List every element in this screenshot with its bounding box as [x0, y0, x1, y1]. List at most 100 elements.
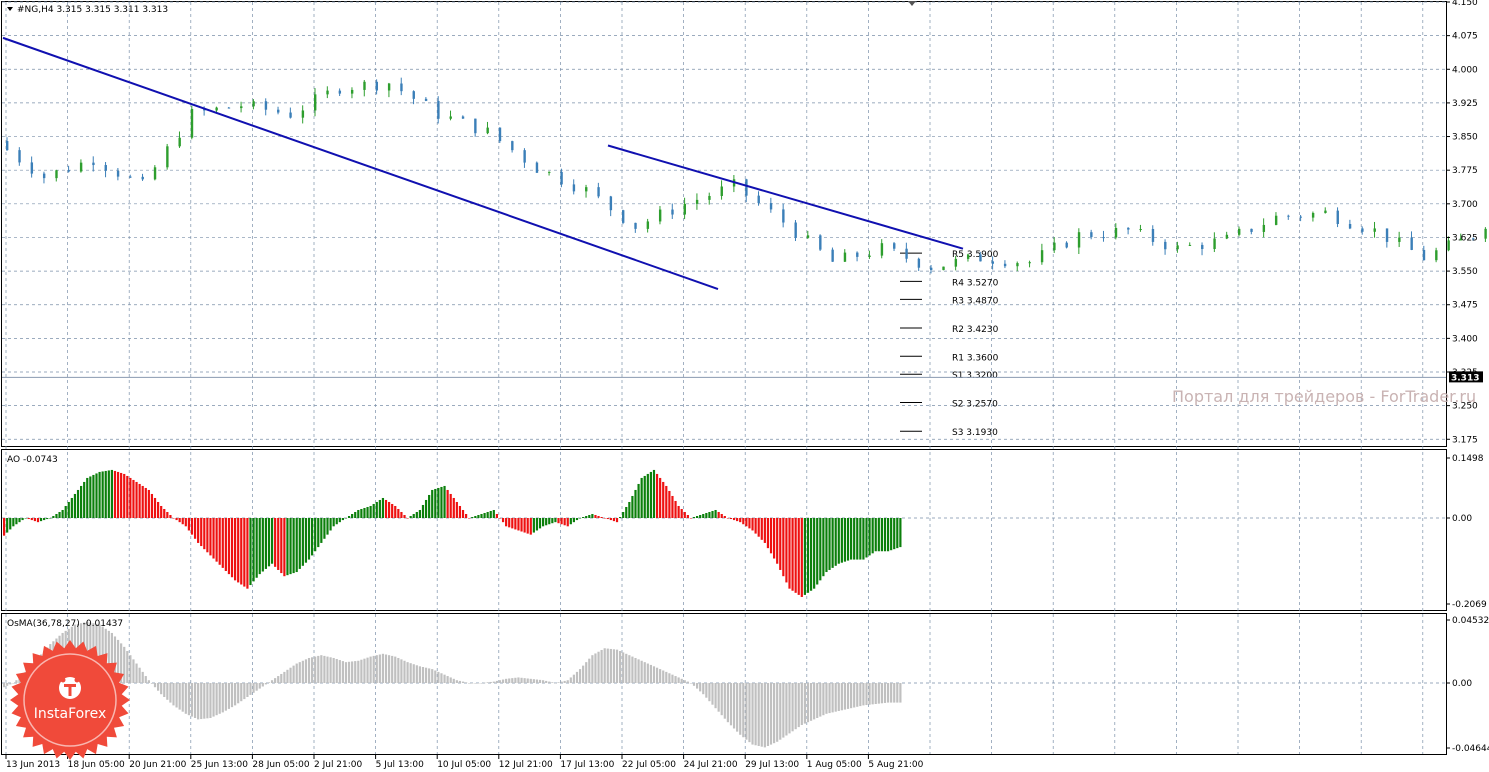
ao-bar — [252, 518, 255, 582]
time-tick-label: 5 Jul 13:00 — [376, 760, 425, 770]
ao-bar — [212, 518, 215, 559]
osma-bar — [760, 683, 763, 747]
candle-body — [289, 112, 292, 118]
osma-bar — [270, 680, 274, 683]
trendlines[interactable] — [2, 36, 964, 290]
ao-bar — [465, 513, 468, 518]
ao-bar — [622, 511, 625, 518]
ao-bar — [347, 515, 351, 518]
ao-bar — [831, 518, 834, 568]
osma-bar — [655, 667, 659, 683]
price-tick-label: 3.775 — [1452, 166, 1478, 176]
osma-bar — [659, 669, 662, 683]
candle-body — [387, 83, 391, 91]
ao-bar — [809, 518, 813, 591]
ao-bar — [886, 518, 890, 552]
ao-bar — [384, 499, 388, 518]
ao-panel[interactable] — [1, 449, 1447, 611]
ao-bar — [634, 489, 637, 518]
ao-bar — [763, 518, 766, 543]
osma-bar — [289, 667, 292, 683]
candle-body — [585, 187, 588, 192]
ao-bar — [89, 476, 92, 518]
osma-bar — [197, 683, 200, 720]
ao-bar — [708, 511, 711, 518]
osma-bar — [757, 683, 760, 746]
ao-bar — [643, 475, 646, 518]
ao-bar — [760, 518, 763, 540]
candle-body — [535, 162, 539, 173]
candle-body — [745, 179, 748, 196]
ao-bar — [883, 518, 887, 552]
osma-bar — [412, 664, 415, 683]
osma-bar — [190, 683, 194, 717]
osma-bar — [652, 666, 656, 683]
ao-bar — [120, 472, 123, 518]
ao-bar — [480, 513, 483, 518]
osma-bar — [806, 683, 810, 723]
osma-bar — [557, 682, 560, 683]
shift-marker-icon[interactable] — [908, 1, 916, 6]
ao-bar — [70, 497, 73, 518]
osma-bar — [526, 678, 529, 683]
candle-body — [868, 255, 871, 257]
osma-bar — [335, 659, 338, 683]
osma-bar — [825, 683, 828, 714]
osma-bar — [446, 676, 449, 683]
candle-body — [1287, 215, 1290, 217]
osma-title: OsMA(36,78,27) -0.01437 — [7, 619, 123, 629]
ao-bar — [76, 489, 80, 518]
ao-bar — [606, 518, 609, 520]
osma-bar — [834, 683, 837, 712]
ao-bar — [659, 477, 662, 518]
osma-bar — [542, 680, 545, 683]
logo-text: InstaForex — [34, 706, 107, 722]
price-panel[interactable] — [1, 1, 1447, 447]
ao-bar — [486, 511, 489, 518]
osma-bar — [883, 683, 887, 703]
dropdown-arrow-icon[interactable] — [7, 7, 13, 11]
ao-bar — [853, 518, 856, 560]
ao-bar — [227, 518, 231, 575]
ao-bar — [218, 518, 221, 565]
time-tick-label: 12 Jul 21:00 — [499, 760, 553, 770]
pivot-label-s3: S3 3.1930 — [952, 428, 998, 438]
osma-bar — [489, 681, 492, 683]
osma-bar — [785, 683, 788, 736]
ao-bar — [612, 518, 616, 522]
osma-bar — [209, 683, 212, 718]
ao-bar — [64, 505, 67, 518]
ao-bar — [6, 518, 9, 533]
ao-bar — [458, 505, 462, 518]
candle-body — [954, 258, 958, 267]
ao-bar — [18, 518, 21, 523]
trendline[interactable] — [2, 36, 719, 290]
osma-bar — [622, 652, 625, 683]
candle-body — [708, 195, 711, 200]
osma-bar — [261, 683, 264, 687]
ao-bar — [141, 485, 144, 518]
candle-body — [437, 100, 440, 119]
ao-bar — [363, 507, 366, 518]
osma-bar — [532, 679, 535, 683]
osma-bar — [354, 661, 357, 683]
trendline[interactable] — [607, 144, 964, 250]
ao-bar — [126, 475, 129, 518]
ao-bar — [529, 518, 532, 535]
candle-body — [498, 127, 502, 142]
ao-bar — [782, 518, 785, 577]
time-tick-label: 10 Jul 05:00 — [437, 760, 491, 770]
ao-bar — [711, 510, 714, 518]
osma-bar — [375, 655, 378, 683]
osma-bar — [166, 683, 169, 700]
osma-bar — [406, 662, 409, 683]
indicator-tick-label: -0.04644 — [1452, 744, 1489, 754]
time-axis[interactable]: 13 Jun 2013 18 Jun 05:00 20 Jun 21:00 25 Ju… — [5, 755, 924, 770]
ao-bar — [548, 518, 551, 525]
ao-bar — [683, 511, 686, 518]
price-tick-label: 4.150 — [1452, 0, 1478, 8]
candle-body — [622, 210, 625, 223]
osma-bar — [397, 657, 400, 683]
ao-bar — [200, 518, 203, 547]
